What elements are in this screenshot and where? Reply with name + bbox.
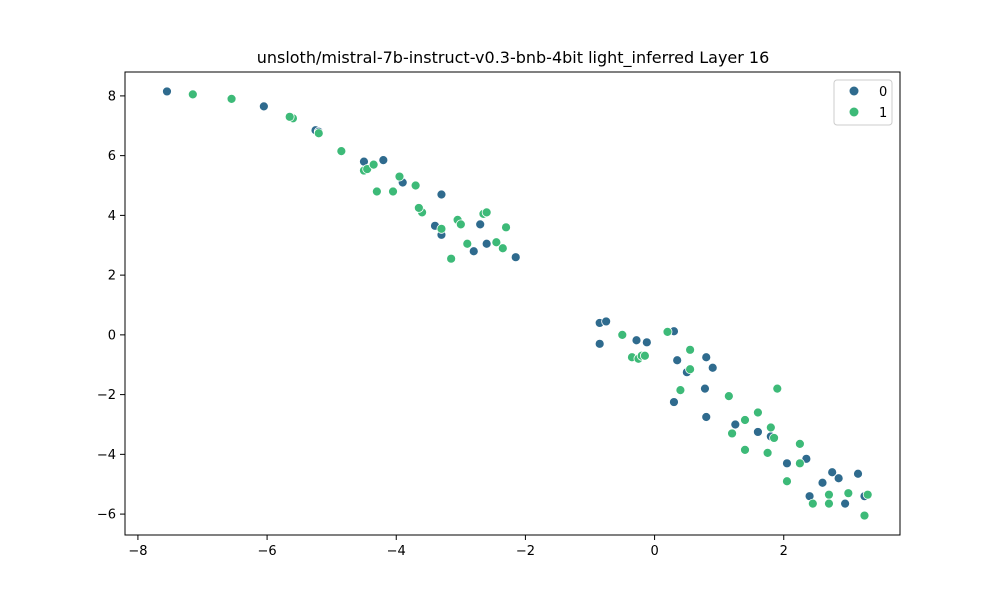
data-point-series-0: [378, 155, 389, 166]
y-tick-label: 4: [108, 209, 116, 224]
data-point-series-1: [772, 383, 783, 394]
y-tick-label: 8: [108, 89, 116, 104]
x-tick-label: −4: [387, 544, 406, 559]
data-point-series-0: [753, 427, 763, 437]
data-point-series-1: [413, 203, 424, 213]
y-tick-label: −4: [97, 448, 116, 463]
y-axis: −6 −4 −2 0 2 4 6 8: [97, 89, 125, 523]
data-point-series-0: [700, 383, 710, 394]
legend: 0 1: [833, 79, 893, 126]
data-point-series-0: [510, 252, 521, 263]
data-point-series-0: [669, 397, 679, 407]
data-point-series-1: [794, 438, 805, 449]
data-point-series-1: [336, 146, 347, 157]
data-point-series-0: [468, 246, 479, 257]
x-tick-label: 0: [650, 544, 658, 559]
data-point-series-1: [794, 458, 805, 469]
data-point-series-1: [388, 186, 398, 197]
data-point-series-0: [631, 335, 642, 346]
data-point-series-0: [701, 352, 712, 363]
data-point-series-1: [843, 488, 854, 499]
data-point-series-1: [769, 433, 779, 443]
data-point-series-0: [833, 473, 844, 484]
data-point-series-1: [727, 428, 737, 439]
data-point-series-1: [491, 237, 502, 248]
legend-marker-1: [849, 107, 859, 117]
data-point-series-1: [639, 350, 650, 361]
legend-label-1: 1: [879, 106, 887, 121]
data-point-series-1: [394, 171, 405, 182]
data-point-series-0: [707, 362, 718, 373]
data-point-series-1: [862, 489, 873, 500]
data-point-series-1: [824, 498, 834, 509]
axes-frame: [124, 71, 901, 536]
data-point-series-1: [436, 223, 447, 234]
data-point-series-1: [497, 243, 508, 254]
data-point-series-1: [685, 344, 696, 355]
legend-marker-0: [849, 86, 859, 96]
chart-title: unsloth/mistral-7b-instruct-v0.3-bnb-4bi…: [257, 48, 770, 68]
legend-box: [833, 79, 893, 126]
plot-points: [162, 86, 873, 521]
data-point-series-1: [371, 186, 382, 197]
legend-label-0: 0: [879, 85, 887, 100]
data-point-series-1: [410, 180, 421, 191]
y-tick-label: −6: [97, 508, 116, 523]
data-point-series-1: [226, 93, 237, 104]
data-point-series-0: [782, 458, 792, 469]
y-tick-label: 6: [108, 149, 116, 164]
data-point-series-1: [662, 326, 673, 337]
data-point-series-1: [753, 407, 763, 418]
data-point-series-1: [807, 498, 818, 509]
data-point-series-0: [827, 467, 838, 478]
x-axis: −8 −6 −4 −2 0 2: [128, 535, 788, 559]
data-point-series-0: [481, 238, 492, 249]
data-point-series-0: [730, 419, 741, 430]
data-point-series-1: [313, 128, 324, 139]
data-point-series-1: [723, 391, 734, 402]
data-point-series-1: [762, 447, 773, 458]
y-tick-label: −2: [97, 388, 116, 403]
data-point-series-1: [824, 489, 834, 500]
x-tick-label: −8: [128, 544, 147, 559]
data-point-series-1: [284, 111, 295, 122]
data-point-series-0: [853, 468, 863, 479]
data-point-series-1: [481, 207, 492, 218]
data-point-series-1: [368, 159, 379, 170]
data-point-series-1: [462, 238, 473, 249]
data-point-series-1: [455, 219, 466, 230]
data-point-series-0: [701, 412, 712, 422]
x-tick-label: 2: [780, 544, 788, 559]
data-point-series-1: [740, 415, 750, 425]
y-tick-label: 2: [108, 269, 116, 284]
data-point-series-1: [859, 510, 870, 521]
data-point-series-1: [765, 422, 776, 433]
data-point-series-0: [817, 477, 828, 488]
data-point-series-1: [617, 329, 628, 340]
x-tick-label: −2: [516, 544, 535, 559]
data-point-series-0: [436, 189, 447, 200]
data-point-series-1: [740, 444, 750, 455]
x-tick-label: −6: [257, 544, 276, 559]
data-point-series-0: [601, 316, 612, 327]
data-point-series-1: [675, 385, 686, 396]
data-point-series-1: [446, 253, 457, 264]
data-point-series-0: [840, 498, 851, 509]
data-point-series-0: [641, 337, 652, 348]
data-point-series-0: [672, 355, 683, 366]
y-tick-label: 0: [108, 328, 116, 343]
data-point-series-0: [594, 338, 605, 349]
data-point-series-0: [162, 86, 172, 97]
data-point-series-0: [475, 219, 486, 230]
data-point-series-1: [685, 364, 696, 375]
data-point-series-1: [782, 476, 792, 487]
data-point-series-1: [501, 222, 511, 233]
data-point-series-0: [258, 101, 269, 112]
data-point-series-1: [187, 89, 198, 100]
